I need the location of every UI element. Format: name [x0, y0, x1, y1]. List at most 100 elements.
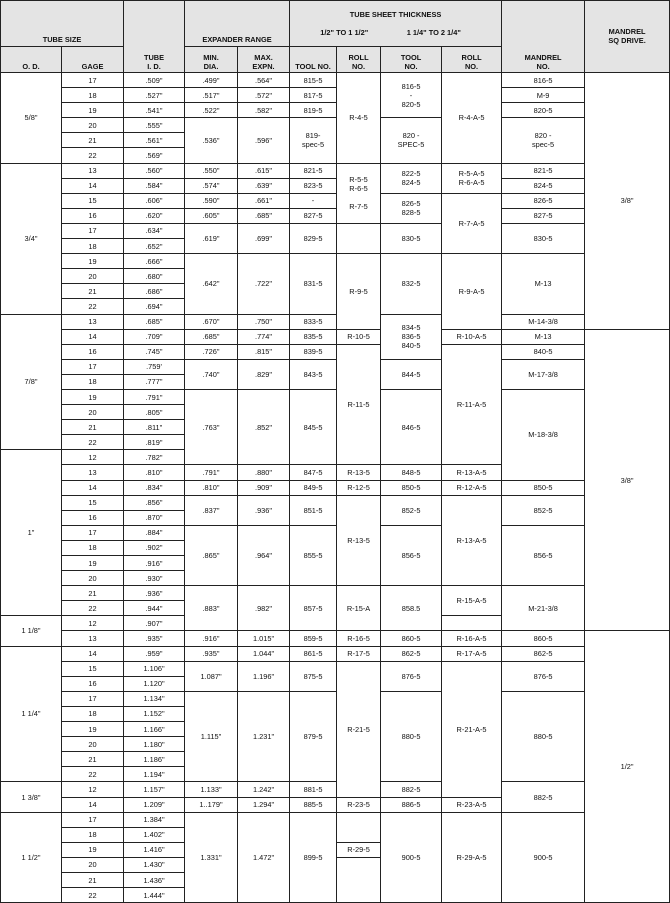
min-dia-cell: .499" [184, 71, 239, 89]
table-body: 5/8" 17.509" .499" .564" 815-5 R-4-5 816-5 - 8… [0, 71, 670, 903]
tube-id-cell: .935" [123, 630, 186, 647]
tube-id-cell: .686" [123, 283, 186, 300]
max-expn-cell: .750" [237, 313, 291, 330]
roll-no-b-cell: R-5-A-5 R-6-A-5 [441, 162, 503, 194]
min-dia-cell: .865" [184, 524, 239, 587]
tool-no-b-cell: 862-5 [380, 645, 443, 662]
tube-id-cell: 1.152" [123, 705, 186, 723]
max-expn-cell: .774" [237, 328, 291, 345]
max-expn-cell: .815" [237, 343, 291, 360]
max-expn-cell: 1.294" [237, 796, 291, 813]
mandrel-no-cell: 830-5 [501, 222, 586, 255]
tool-no-a-cell: 819- spec-5 [289, 117, 338, 164]
max-expn-cell: 1.196" [237, 660, 291, 692]
tool-no-b-cell: 846-5 [380, 388, 443, 466]
roll-no-b-cell: R-15-A-5 [441, 585, 503, 617]
tube-id-cell: 1.444" [123, 887, 186, 903]
max-expn-cell: .964" [237, 524, 291, 587]
tube-id-cell: .634" [123, 222, 186, 240]
tool-no-a-cell: 819-5 [289, 102, 338, 119]
gage-cell: 16 [60, 207, 125, 224]
table-row: 20 1.180" [1, 736, 670, 753]
tool-no-b-cell: 850-5 [380, 479, 443, 496]
tube-id-cell: 1.120" [123, 675, 186, 692]
tool-no-b-cell: 886-5 [380, 796, 443, 813]
od-cell: 1 1/4" [0, 645, 62, 783]
roll-no-a-cell: R-5-5 R-6-5 R-7-5 [336, 162, 382, 224]
mandrel-no-cell: M-21-3/8 [501, 585, 586, 632]
max-expn-cell: .615" [237, 162, 291, 179]
mandrel-no-cell: 840-5 [501, 343, 586, 360]
gage-cell: 12 [60, 449, 125, 466]
gage-cell: 20 [60, 570, 125, 587]
tube-id-cell: 1.186" [123, 751, 186, 768]
table-row: 3/4" 13.560" .550" .615" 821-5 R-5-5 R-6-5 R-… [0, 162, 670, 315]
max-expn-cell: .685" [237, 207, 291, 224]
roll-no-b-cell: R-17-A-5 [441, 645, 503, 662]
tool-no-b-cell: 848-5 [380, 464, 443, 481]
min-dia-cell: .670" [184, 313, 239, 330]
od-cell: 1 1/2" [0, 811, 62, 903]
od-cell: 1 1/8" [0, 615, 62, 647]
roll-no-a-cell [336, 811, 382, 843]
header-gage: GAGE [60, 46, 125, 73]
tube-id-cell: 1.384" [123, 811, 186, 828]
table-row: 19.916" [1, 554, 670, 572]
table-row: 19.666" .642" .722" 831-5 R-9-5 832-5 R-9-A-5 M… [1, 253, 670, 330]
table-row: 18 1.152" [1, 705, 670, 723]
header-max-expn: MAX. EXPN. [237, 46, 291, 73]
min-dia-cell: .726" [184, 343, 239, 360]
mandrel-sq-drive-cell: 3/8" [584, 328, 670, 632]
gage-cell: 13 [60, 313, 125, 330]
tool-no-b-cell: 822-5 824-5 [380, 162, 443, 194]
tube-id-cell: .810" [123, 464, 186, 481]
tool-no-b-cell: 900-5 [380, 811, 443, 903]
tool-no-a-cell: 857-5 [289, 585, 338, 632]
tube-id-cell: 1.157" [123, 781, 186, 798]
max-expn-cell: .829" [237, 358, 291, 390]
header-tool-no-b: TOOL NO. [380, 46, 443, 73]
table-row: 21.936" .883" .982" 857-5 R-15-A 858.5 R-15-A-… [1, 585, 670, 632]
mandrel-no-cell: M-18-3/8 [501, 388, 586, 481]
max-expn-cell: .880" [237, 464, 291, 481]
mandrel-no-cell: 900-5 [501, 811, 586, 903]
gage-cell: 20 [60, 736, 125, 753]
roll-no-b-cell: R-12-A-5 [441, 479, 503, 496]
roll-no-a-cell: R-4-5 [336, 72, 382, 164]
min-dia-cell: .935" [184, 645, 239, 662]
tube-id-cell: .745" [123, 343, 186, 360]
mandrel-no-cell: 824-5 [501, 177, 586, 194]
gage-cell: 18 [60, 238, 125, 255]
roll-no-b-cell [441, 615, 503, 632]
tube-id-cell: .916" [123, 554, 186, 572]
tube-id-cell: 1.166" [123, 721, 186, 738]
tool-no-a-cell: 829-5 [289, 222, 338, 255]
gage-cell: 22 [60, 298, 125, 315]
tool-no-a-cell: 861-5 [289, 645, 338, 662]
tube-sheet-thickness-label: TUBE SHEET THICKNESS [349, 10, 442, 19]
table-row: 21.561" [1, 132, 670, 149]
mandrel-no-cell: M-17-3/8 [501, 358, 586, 390]
tool-no-a-cell: 847-5 [289, 464, 338, 481]
mandrel-no-cell: 821-5 [501, 162, 586, 179]
tube-id-cell: .555" [123, 117, 186, 134]
tube-id-cell: .560" [123, 162, 186, 179]
roll-no-a-cell: R-23-5 [336, 796, 382, 813]
tube-id-cell: 1.402" [123, 826, 186, 843]
mandrel-no-cell: 856-5 [501, 524, 586, 587]
tool-no-a-cell: 879-5 [289, 690, 338, 783]
table-row: 15 1.106" 1.087" 1.196" 875-5 R-21-5 876-5 R-21… [1, 660, 670, 798]
tool-no-b-cell: 844-5 [380, 358, 443, 390]
tool-no-b-cell: 856-5 [380, 524, 443, 587]
tool-no-a-cell: 839-5 [289, 343, 338, 360]
tube-id-cell: .811" [123, 419, 186, 436]
mandrel-no-cell: 882-5 [501, 781, 586, 813]
gage-cell: 18 [60, 705, 125, 723]
tube-id-cell: 1.430" [123, 856, 186, 873]
min-dia-cell: 1.087" [184, 660, 239, 692]
table-row: 20.555" .536" .596" 819- spec-5 820 - SPEC-5… [1, 117, 670, 164]
gage-cell: 15 [60, 494, 125, 511]
mandrel-no-cell: 816-5 [501, 71, 586, 89]
mandrel-no-cell: 850-5 [501, 479, 586, 496]
table-row: 17.634" .619" .699" 829-5 830-5 830-5 [1, 222, 670, 255]
